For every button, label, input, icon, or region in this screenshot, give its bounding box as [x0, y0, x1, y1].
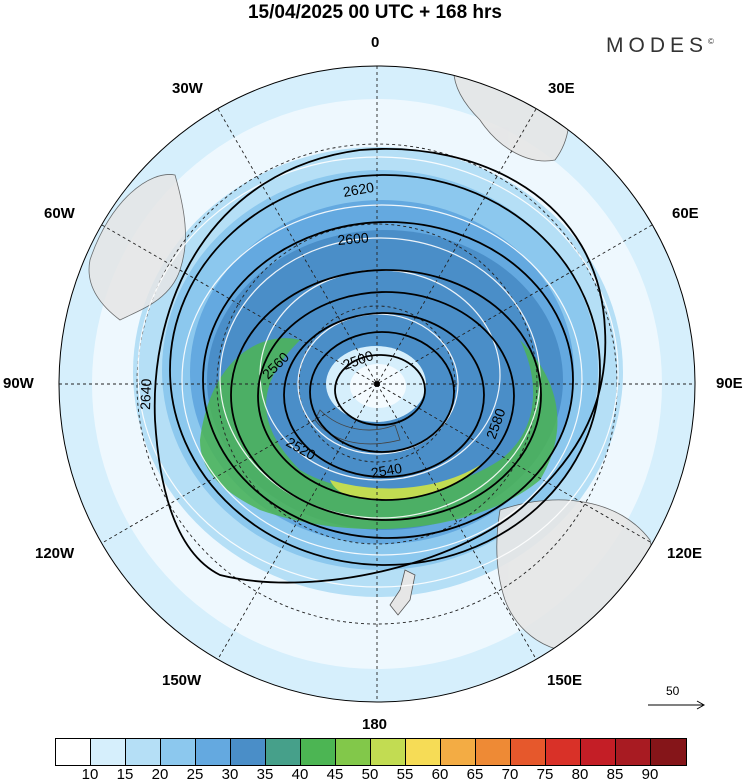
- colorbar-tick-label: 75: [536, 766, 554, 783]
- colorbar: [55, 738, 687, 766]
- pole-marker: [374, 381, 380, 387]
- colorbar-swatch: [651, 739, 686, 765]
- colorbar-tick-label: 30: [221, 766, 239, 783]
- lon-label-30w: 30W: [172, 80, 203, 97]
- colorbar-tick-label: 25: [186, 766, 204, 783]
- colorbar-tick-label: 15: [116, 766, 134, 783]
- polar-map: 2500 2520 2540 2560 2580 2600 2620 2640: [58, 65, 696, 703]
- brand-logo: MODES©: [606, 34, 714, 58]
- colorbar-swatch: [266, 739, 301, 765]
- colorbar-tick-label: 40: [291, 766, 309, 783]
- lon-label-90e: 90E: [716, 375, 743, 392]
- colorbar-tick-label: 65: [466, 766, 484, 783]
- lon-label-30e: 30E: [548, 80, 575, 97]
- brand-mark: ©: [708, 37, 714, 46]
- lon-label-120e: 120E: [667, 545, 703, 562]
- colorbar-tick-label: 45: [326, 766, 344, 783]
- colorbar-swatch: [56, 739, 91, 765]
- colorbar-swatch: [371, 739, 406, 765]
- colorbar-swatch: [406, 739, 441, 765]
- lon-label-60w: 60W: [44, 205, 75, 222]
- colorbar-tick-label: 85: [606, 766, 624, 783]
- lon-label-120w: 120W: [35, 545, 75, 562]
- colorbar-tick-label: 80: [571, 766, 589, 783]
- brand-name: MODES: [606, 34, 709, 57]
- contour-label-2540: 2540: [370, 460, 404, 481]
- colorbar-tick-label: 55: [396, 766, 414, 783]
- colorbar-swatch: [336, 739, 371, 765]
- colorbar-tick-label: 35: [256, 766, 274, 783]
- colorbar-tick-label: 60: [431, 766, 449, 783]
- lon-label-90w: 90W: [3, 375, 34, 392]
- colorbar-tick-label: 50: [361, 766, 379, 783]
- lon-label-0: 0: [371, 34, 380, 51]
- colorbar-swatch: [616, 739, 651, 765]
- contour-label-2640: 2640: [137, 378, 154, 410]
- colorbar-swatch: [161, 739, 196, 765]
- lon-label-60e: 60E: [672, 205, 699, 222]
- colorbar-swatch: [301, 739, 336, 765]
- colorbar-tick-label: 20: [151, 766, 169, 783]
- lon-label-150w: 150W: [162, 672, 202, 689]
- contours: [153, 148, 607, 584]
- reference-vector-arrow: [648, 700, 706, 710]
- contour-label-2620: 2620: [342, 179, 376, 200]
- colorbar-tick-label: 10: [81, 766, 99, 783]
- colorbar-tick-label: 70: [501, 766, 519, 783]
- colorbar-swatch: [546, 739, 581, 765]
- colorbar-swatch: [441, 739, 476, 765]
- map-boundary: [58, 65, 696, 703]
- jet-core-green: [200, 338, 558, 530]
- reference-vector-label: 50: [666, 684, 680, 698]
- land-new-zealand: [389, 569, 416, 616]
- colorbar-swatch: [231, 739, 266, 765]
- colorbar-swatch: [476, 739, 511, 765]
- colorbar-swatch: [91, 739, 126, 765]
- colorbar-swatch: [511, 739, 546, 765]
- colorbar-swatch: [196, 739, 231, 765]
- colorbar-tick-label: 90: [641, 766, 659, 783]
- contour-label-2600: 2600: [337, 229, 370, 248]
- lon-label-180: 180: [362, 716, 388, 733]
- land-south-america: [88, 174, 186, 321]
- lon-label-150e: 150E: [547, 672, 583, 689]
- map-title: 15/04/2025 00 UTC + 168 hrs: [247, 2, 503, 23]
- colorbar-swatch: [126, 739, 161, 765]
- jet-core-yellow: [330, 465, 480, 500]
- colorbar-swatch: [581, 739, 616, 765]
